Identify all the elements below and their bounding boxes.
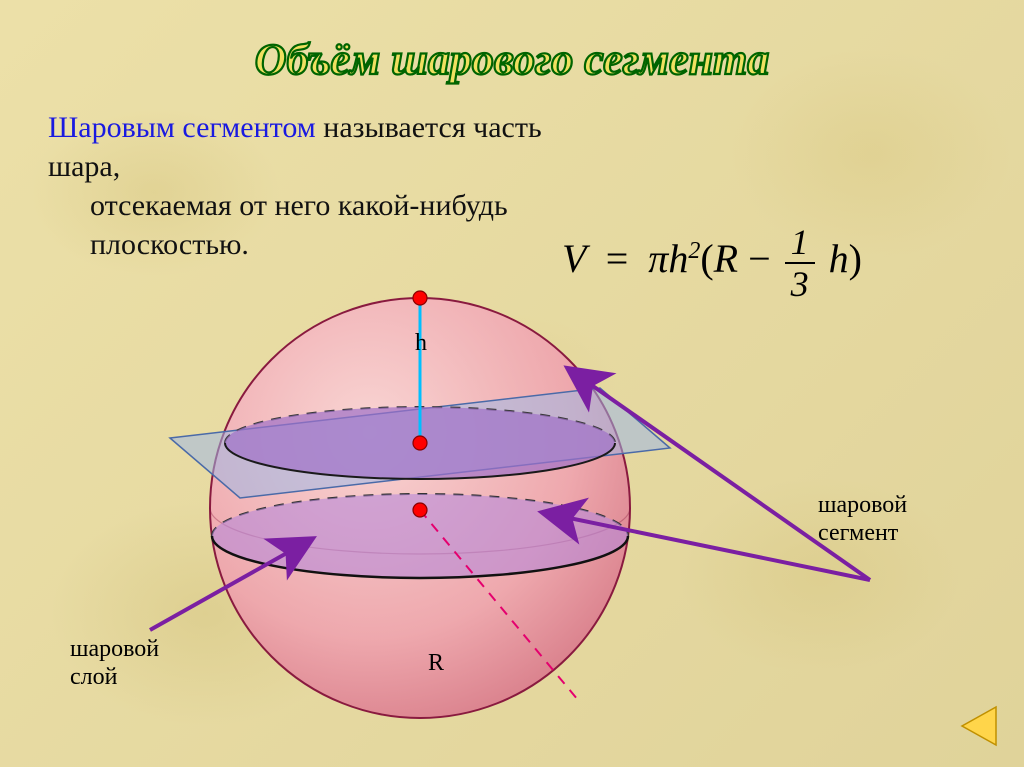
body-rest2: отсекаемая от него какой-нибудь [48,186,608,225]
callout-segment: шаровой сегмент [818,492,907,547]
diagram-svg [120,268,900,748]
callout-layer-l1: шаровой [70,636,159,662]
body-rest3: плоскостью. [48,225,608,264]
callout-layer-l2: слой [70,664,117,690]
triangle-left-icon [962,707,996,745]
callout-segment-l1: шаровой [818,492,907,518]
page-title: Объём шарового сегмента [0,28,1024,98]
title-text: Объём шарового сегмента [255,35,770,84]
label-R: R [428,650,444,677]
callout-layer: шаровой слой [70,636,159,691]
dot-plane-center [413,436,427,450]
sphere-diagram [120,268,600,748]
label-h: h [415,330,427,357]
prev-slide-button[interactable] [956,703,1002,749]
dot-top [413,291,427,305]
sym-sq: 2 [688,238,700,264]
definition-text: Шаровым сегментом называется часть шара,… [48,108,608,264]
dot-sphere-center [413,503,427,517]
frac-num: 1 [785,222,815,262]
lead-phrase: Шаровым сегментом [48,111,316,144]
callout-segment-l2: сегмент [818,520,898,546]
